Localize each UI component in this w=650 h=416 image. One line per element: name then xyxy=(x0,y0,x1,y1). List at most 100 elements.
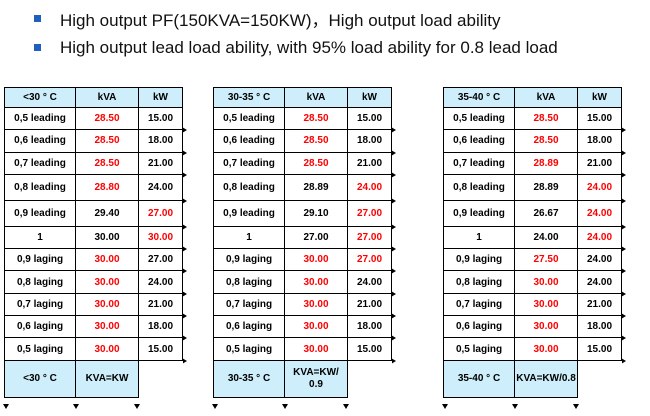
kw-cell: 24.00 xyxy=(577,225,627,254)
power-factor-cell: 0,8 laging xyxy=(443,270,515,294)
kw-cell: 30.00 xyxy=(138,225,188,254)
table-row: 0,7 laging 30.00 21.00 xyxy=(4,292,188,320)
kw-cell: 15.00 xyxy=(347,337,397,365)
down-arrow-icon xyxy=(73,404,79,409)
footer-temperature: 30-35 ° C xyxy=(213,359,285,398)
kva-cell: 28.89 xyxy=(514,151,578,175)
kva-cell: 30.00 xyxy=(75,248,139,272)
kw-cell: 27.00 xyxy=(347,248,397,276)
table-row: 0,7 laging 30.00 21.00 xyxy=(443,292,627,320)
square-bullet-icon xyxy=(34,44,41,51)
kw-cell: 18.00 xyxy=(347,315,397,343)
table-row: 0,7 laging 30.00 21.00 xyxy=(213,292,397,320)
power-factor-cell: 0,6 laging xyxy=(4,315,76,339)
kw-header: kW xyxy=(347,87,392,108)
temperature-header: 30-35 ° C xyxy=(213,87,285,108)
table-row: 0,9 leading 29.10 27.00 xyxy=(213,199,397,231)
table-row: 0,6 leading 28.50 18.00 xyxy=(443,129,627,157)
kw-cell: 21.00 xyxy=(138,151,188,179)
kw-cell: 18.00 xyxy=(347,129,397,157)
kva-cell: 30.00 xyxy=(514,292,578,317)
table-row: 0,8 laging 30.00 24.00 xyxy=(443,270,627,298)
kw-cell: 27.00 xyxy=(347,225,397,254)
kw-cell: 24.00 xyxy=(577,199,627,231)
power-factor-cell: 0,7 leading xyxy=(213,151,285,175)
kw-cell: 27.00 xyxy=(138,199,188,231)
down-arrow-icon xyxy=(3,404,9,409)
power-factor-cell: 0,7 laging xyxy=(443,292,515,317)
table-row: 0,8 laging 30.00 24.00 xyxy=(213,270,397,298)
table-row: 0,6 laging 30.00 18.00 xyxy=(443,315,627,343)
power-factor-cell: 0,8 leading xyxy=(4,173,76,201)
kva-cell: 30.00 xyxy=(514,315,578,339)
kw-cell: 21.00 xyxy=(138,292,188,320)
table-row: 0,9 laging 30.00 27.00 xyxy=(4,248,188,276)
table-row: 0,6 laging 30.00 18.00 xyxy=(4,315,188,343)
kva-cell: 28.89 xyxy=(284,173,348,201)
power-factor-cell: 0,5 laging xyxy=(443,337,515,361)
footer-formula: KVA=KW/0.8 xyxy=(514,359,578,398)
kva-header: kVA xyxy=(514,87,578,108)
down-arrow-icon xyxy=(343,404,349,409)
power-factor-cell: 0,8 laging xyxy=(4,270,76,294)
kw-header: kW xyxy=(577,87,622,108)
kw-cell: 21.00 xyxy=(577,292,627,320)
power-factor-cell: 0,6 leading xyxy=(443,129,515,153)
kw-cell: 21.00 xyxy=(347,292,397,320)
power-factor-cell: 0,5 leading xyxy=(4,106,76,131)
table-row: 0,7 leading 28.50 21.00 xyxy=(213,151,397,179)
power-factor-cell: 0,9 leading xyxy=(443,199,515,227)
down-arrow-icon xyxy=(442,404,448,409)
table-row: 0,8 leading 28.80 24.00 xyxy=(4,173,188,205)
table-row: 1 24.00 24.00 xyxy=(443,225,627,254)
table-row: 0,5 laging 30.00 15.00 xyxy=(213,337,397,365)
kva-cell: 26.67 xyxy=(514,199,578,227)
down-arrow-icon xyxy=(512,404,518,409)
kva-cell: 27.00 xyxy=(284,225,348,250)
kva-cell: 30.00 xyxy=(514,270,578,294)
down-arrow-icon xyxy=(282,404,288,409)
table-row: 0,5 leading 28.50 15.00 xyxy=(4,106,188,135)
kva-cell: 28.50 xyxy=(284,151,348,175)
power-factor-cell: 0,8 leading xyxy=(213,173,285,201)
kw-cell: 24.00 xyxy=(347,173,397,205)
kw-cell: 27.00 xyxy=(138,248,188,276)
power-factor-cell: 0,5 leading xyxy=(443,106,515,131)
table-row: 1 30.00 30.00 xyxy=(4,225,188,254)
table-footer-row: 30-35 ° C KVA=KW/ 0.9 xyxy=(213,359,392,398)
down-arrow-icon xyxy=(212,404,218,409)
kva-cell: 28.50 xyxy=(75,151,139,175)
kva-cell: 28.89 xyxy=(514,173,578,201)
kva-cell: 30.00 xyxy=(75,315,139,339)
kw-cell: 27.00 xyxy=(347,199,397,231)
kw-cell: 18.00 xyxy=(577,315,627,343)
footer-empty-cell xyxy=(577,360,622,398)
kw-cell: 24.00 xyxy=(347,270,397,298)
power-factor-cell: 1 xyxy=(4,225,76,250)
power-factor-cell: 0,8 laging xyxy=(213,270,285,294)
table-footer-row: <30 ° C KVA=KW xyxy=(4,359,183,398)
down-arrow-icon xyxy=(573,404,579,409)
table-row: 0,8 laging 30.00 24.00 xyxy=(4,270,188,298)
power-factor-cell: 1 xyxy=(443,225,515,250)
kva-cell: 28.50 xyxy=(284,129,348,153)
kva-header: kVA xyxy=(75,87,139,108)
kva-cell: 28.50 xyxy=(75,129,139,153)
table-row: 0,6 laging 30.00 18.00 xyxy=(213,315,397,343)
table-row: 0,8 leading 28.89 24.00 xyxy=(443,173,627,205)
kw-cell: 18.00 xyxy=(138,315,188,343)
footer-empty-cell xyxy=(138,360,183,398)
kva-cell: 30.00 xyxy=(284,337,348,361)
temperature-header: <30 ° C xyxy=(4,87,76,108)
kva-cell: 30.00 xyxy=(284,292,348,317)
power-factor-cell: 0,6 leading xyxy=(213,129,285,153)
kva-cell: 29.40 xyxy=(75,199,139,227)
square-bullet-icon xyxy=(34,15,41,22)
kw-cell: 18.00 xyxy=(577,129,627,157)
